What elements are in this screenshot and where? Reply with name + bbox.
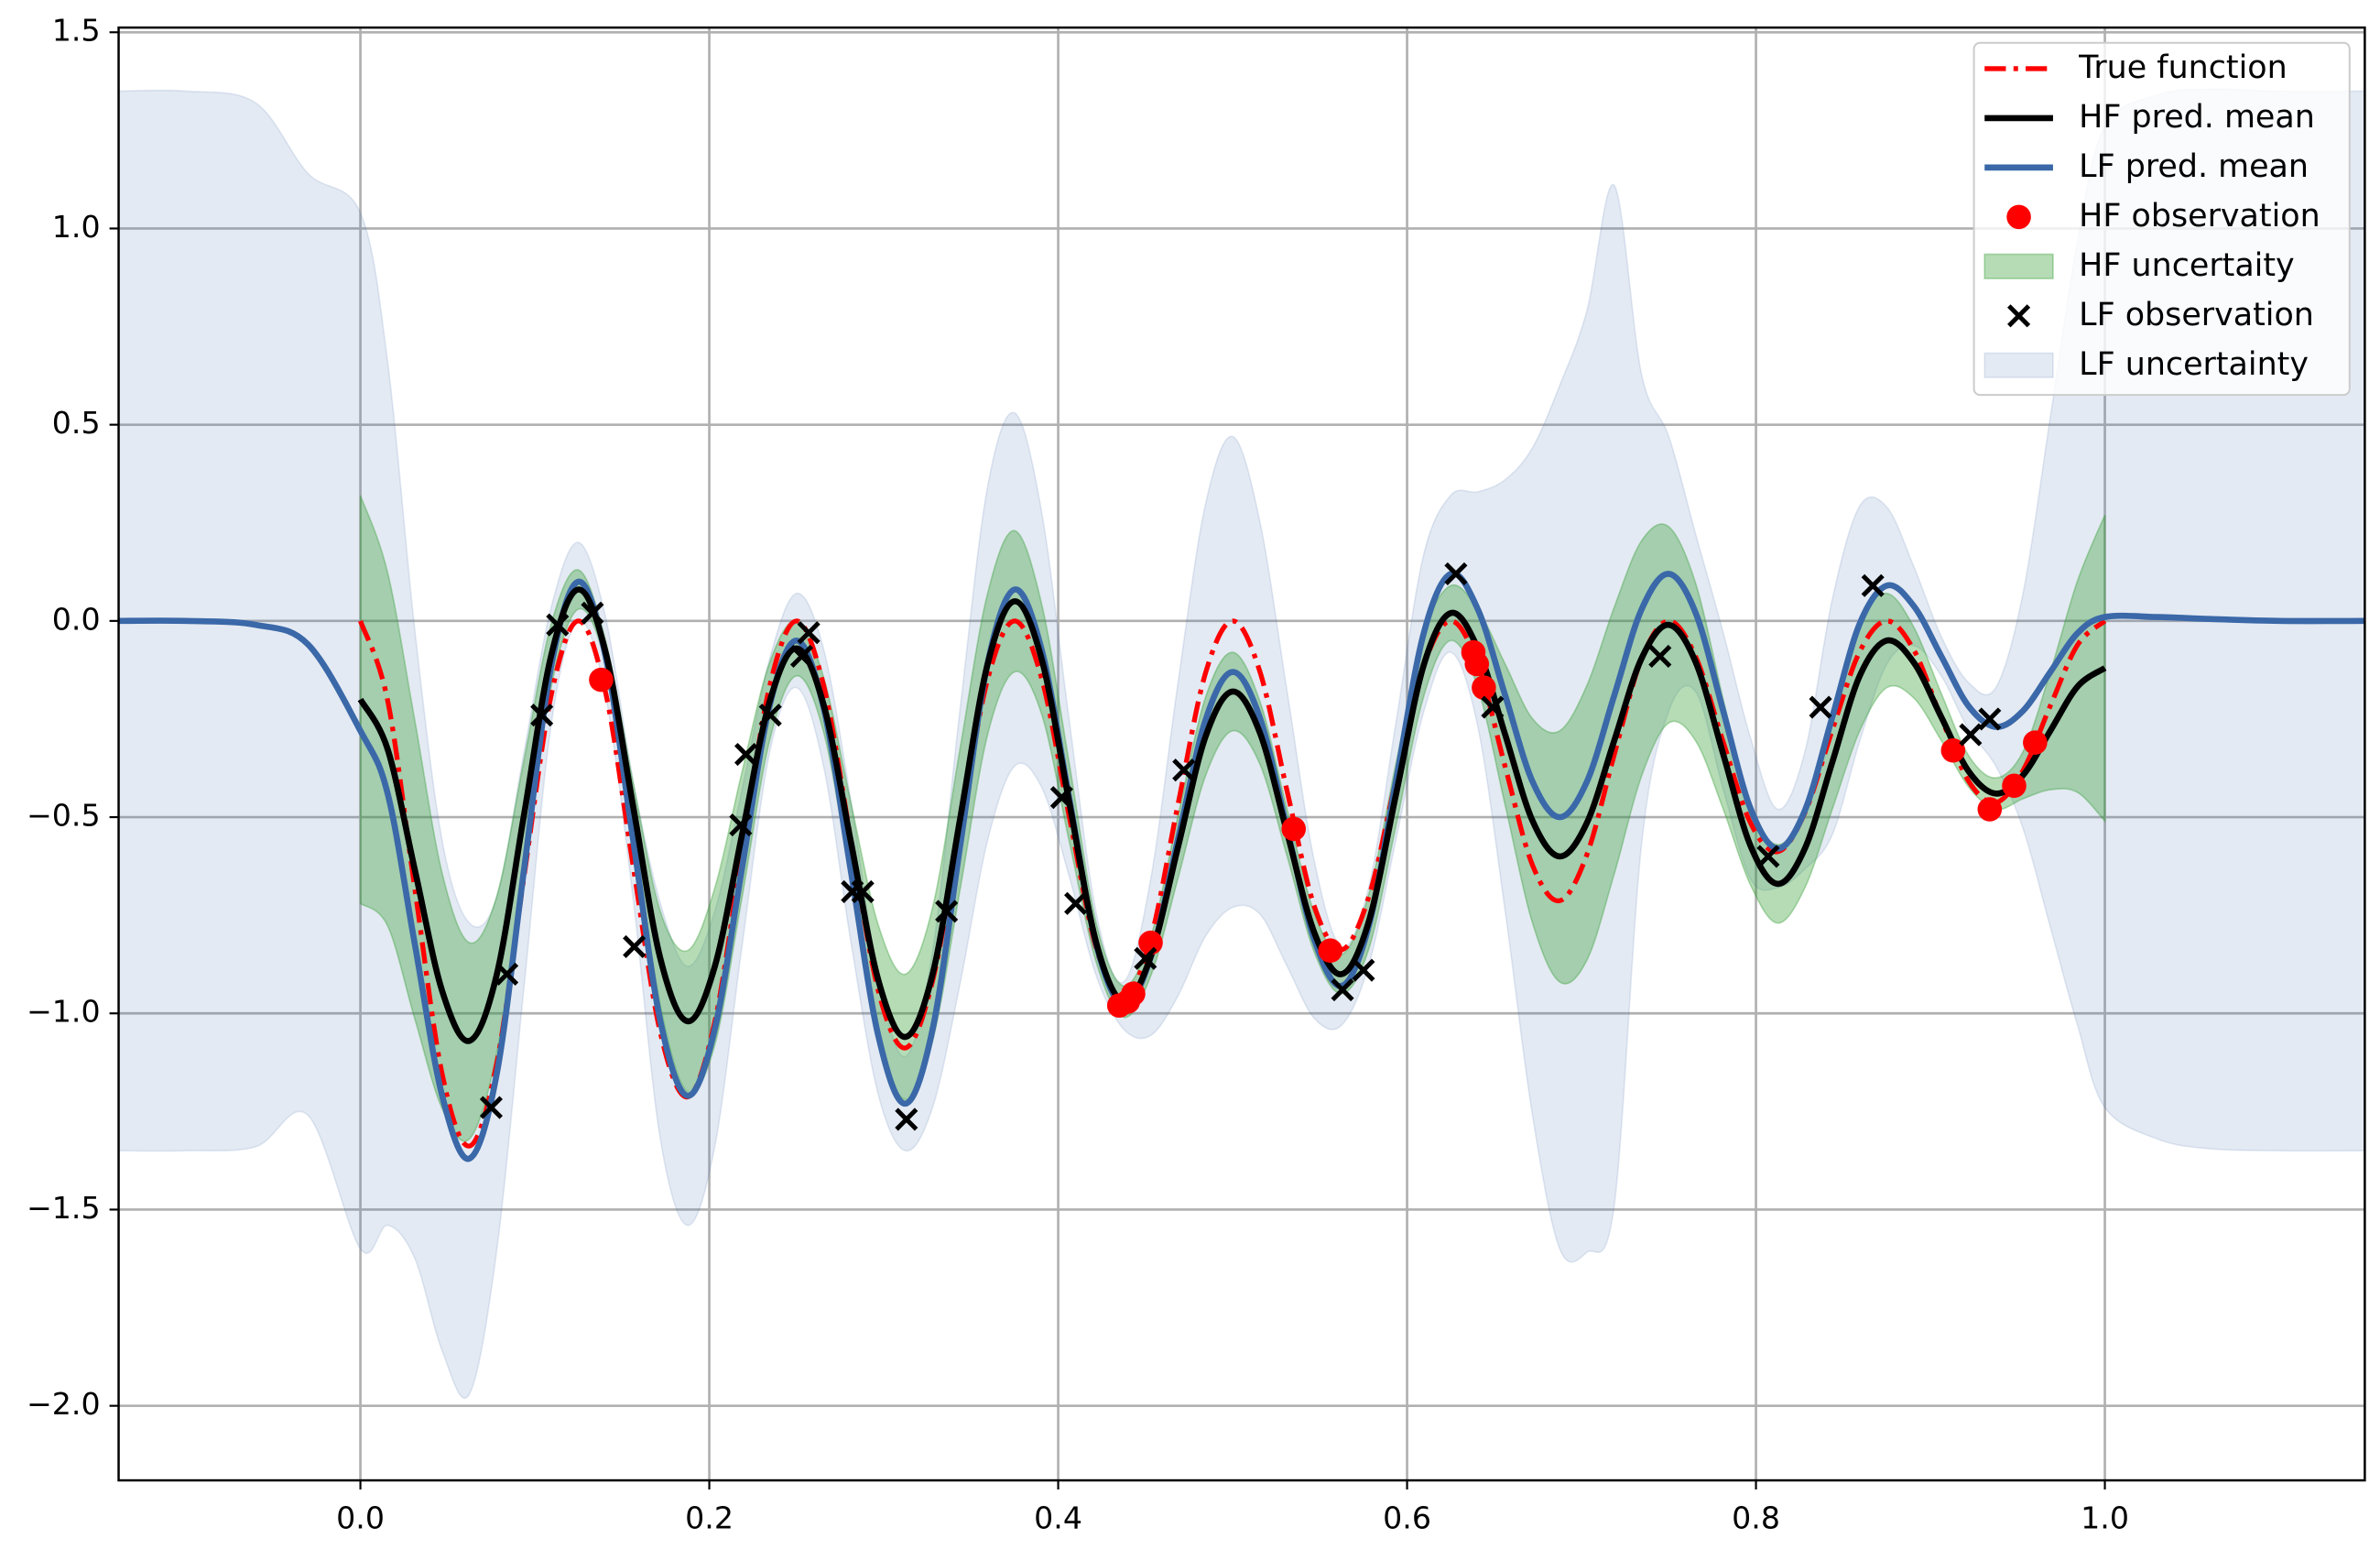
- observation-cross: [1648, 644, 1672, 668]
- observation-cross: [789, 644, 814, 668]
- y-tick-label: 0.5: [52, 405, 101, 441]
- observation-point: [1977, 797, 2003, 822]
- legend: True function HF pred. mean LF pred. mean H…: [1972, 41, 2351, 397]
- observation-point: [1940, 737, 1966, 763]
- y-tick-label: −0.5: [27, 798, 101, 834]
- observation-point: [1138, 930, 1163, 955]
- observation-point: [589, 667, 614, 693]
- y-tick-label: −2.0: [27, 1386, 101, 1422]
- observation-cross: [581, 601, 604, 625]
- observation-point: [1318, 938, 1343, 963]
- observation-cross: [935, 900, 959, 923]
- legend-label: LF uncertainty: [2079, 346, 2309, 383]
- observation-point: [2023, 730, 2048, 755]
- observation-cross: [495, 962, 519, 986]
- observation-cross: [479, 1096, 503, 1119]
- observation-cross: [1861, 573, 1885, 597]
- y-tick-label: 1.5: [52, 13, 101, 49]
- legend-label: HF pred. mean: [2079, 99, 2315, 136]
- observation-point: [2002, 773, 2027, 799]
- legend-handle: [2006, 204, 2031, 230]
- axes: 0.0 0.2 0.4 0.6 0.8 1.0 −2.0 −1.5 −1.0 −0.5 0.0 0.5…: [27, 13, 2366, 1536]
- observation-cross: [1172, 758, 1196, 782]
- legend-box: [1972, 41, 2351, 397]
- line: [357, 586, 2107, 1044]
- legend-label: LF pred. mean: [2079, 148, 2309, 185]
- observation-cross: [1134, 946, 1157, 970]
- axes-frame: [117, 26, 2366, 1482]
- observation-cross: [1444, 562, 1468, 585]
- observation-cross: [729, 813, 753, 837]
- x-tick-label: 1.0: [2081, 1500, 2129, 1536]
- observation-cross: [1331, 977, 1354, 1002]
- observation-cross: [758, 704, 782, 727]
- observation-cross: [1978, 707, 2002, 731]
- legend-handle: [1983, 352, 2054, 378]
- observation-cross: [851, 879, 875, 904]
- line: [358, 618, 2107, 1149]
- observation-point: [1281, 816, 1307, 842]
- observation-cross: [530, 704, 554, 727]
- observation-cross: [1959, 723, 1983, 747]
- observation-cross: [546, 613, 570, 637]
- observation-point: [1464, 651, 1490, 677]
- observation-cross: [797, 621, 821, 645]
- x-tick-label: 0.0: [336, 1500, 385, 1536]
- observation-cross: [1064, 891, 1088, 915]
- legend-label: LF observation: [2079, 297, 2314, 333]
- legend-label: HF observation: [2079, 198, 2320, 235]
- observation-cross: [1756, 845, 1780, 868]
- legend-label: HF uncertaity: [2079, 247, 2294, 284]
- observation-cross: [1352, 958, 1375, 982]
- observation-point: [1121, 981, 1146, 1007]
- observation-cross: [1481, 695, 1505, 719]
- x-tick-label: 0.8: [1732, 1500, 1780, 1536]
- legend-handle: [1983, 253, 2054, 279]
- y-tick-label: −1.5: [27, 1190, 101, 1226]
- y-tick-label: 1.0: [52, 209, 101, 245]
- y-tick-label: −1.0: [27, 994, 101, 1030]
- observation-cross: [623, 934, 647, 958]
- legend-handle: [2007, 304, 2031, 328]
- x-tick-label: 0.4: [1034, 1500, 1082, 1536]
- observation-point: [1472, 675, 1496, 700]
- x-tick-label: 0.6: [1383, 1500, 1431, 1536]
- x-tick-label: 0.2: [685, 1500, 734, 1536]
- observation-cross: [895, 1107, 918, 1131]
- y-tick-label: 0.0: [52, 601, 101, 637]
- observation-cross: [1049, 786, 1073, 810]
- observation-cross: [1809, 695, 1832, 719]
- legend-label: True function: [2078, 49, 2288, 86]
- observation-cross: [734, 742, 758, 767]
